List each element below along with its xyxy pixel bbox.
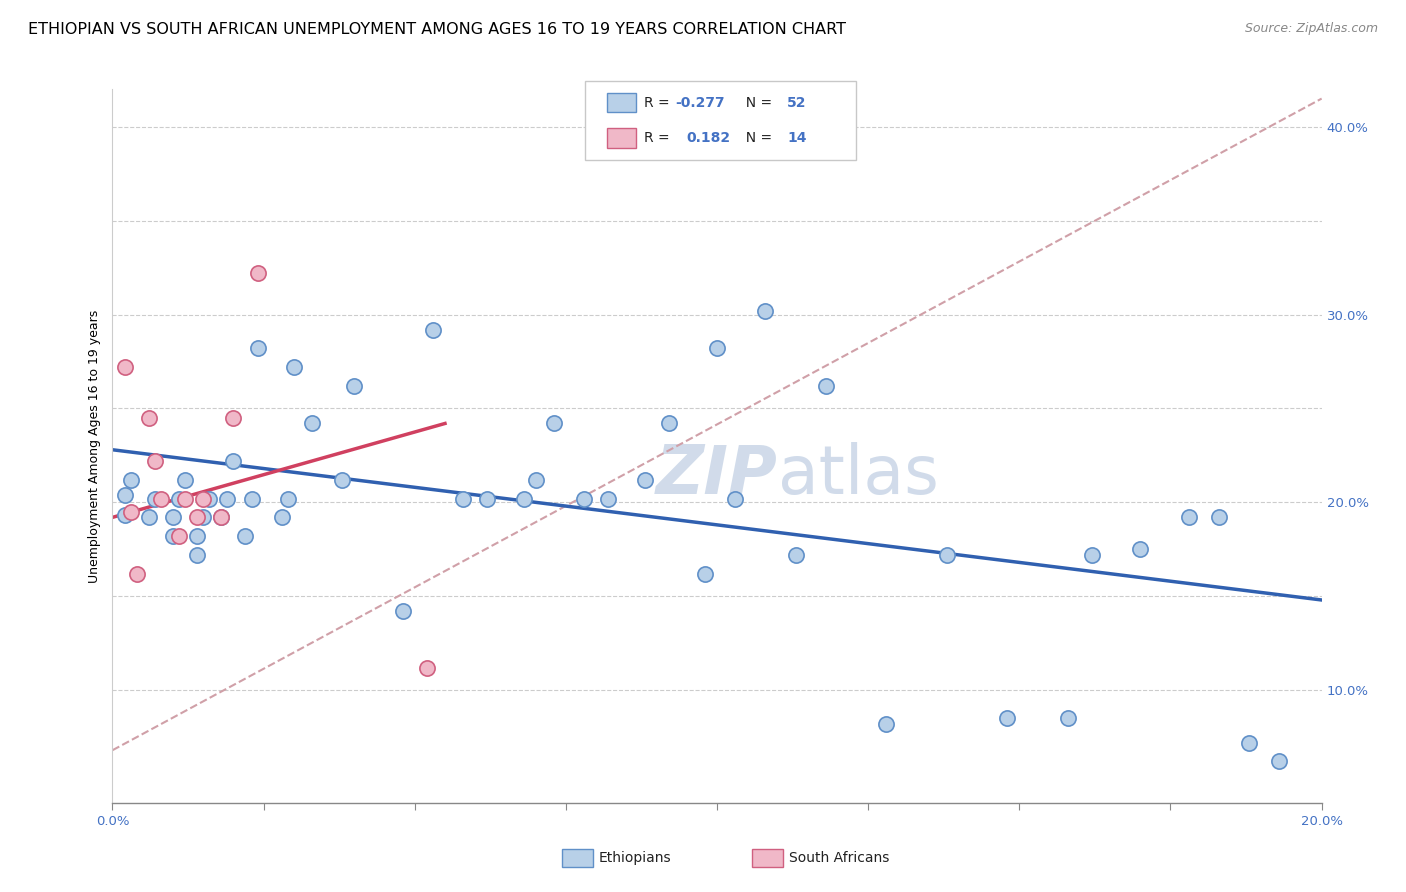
Point bbox=[120, 473, 142, 487]
Point bbox=[416, 660, 439, 674]
Point bbox=[167, 491, 190, 506]
Point bbox=[186, 548, 208, 562]
Point bbox=[138, 510, 160, 524]
Point bbox=[198, 491, 221, 506]
Point bbox=[114, 488, 136, 502]
Point bbox=[114, 508, 136, 523]
Point bbox=[209, 510, 232, 524]
Text: ZIP: ZIP bbox=[655, 442, 778, 508]
Point bbox=[120, 505, 142, 519]
Point bbox=[222, 410, 245, 425]
Text: Source: ZipAtlas.com: Source: ZipAtlas.com bbox=[1244, 22, 1378, 36]
Text: ETHIOPIAN VS SOUTH AFRICAN UNEMPLOYMENT AMONG AGES 16 TO 19 YEARS CORRELATION CH: ETHIOPIAN VS SOUTH AFRICAN UNEMPLOYMENT … bbox=[28, 22, 846, 37]
Point bbox=[1208, 510, 1230, 524]
Text: R =: R = bbox=[644, 131, 673, 145]
Point bbox=[114, 360, 136, 375]
Point bbox=[174, 491, 197, 506]
Point bbox=[598, 491, 620, 506]
Point bbox=[277, 491, 299, 506]
Point bbox=[875, 717, 897, 731]
Point bbox=[246, 342, 269, 356]
Point bbox=[174, 473, 197, 487]
Point bbox=[658, 417, 681, 431]
Point bbox=[572, 491, 595, 506]
Point bbox=[343, 379, 366, 393]
Text: atlas: atlas bbox=[778, 442, 938, 508]
Text: Ethiopians: Ethiopians bbox=[599, 851, 672, 865]
Point bbox=[235, 529, 257, 543]
Text: 14: 14 bbox=[787, 131, 807, 145]
Point bbox=[138, 410, 160, 425]
Point bbox=[391, 604, 413, 618]
Point bbox=[222, 454, 245, 468]
Point bbox=[162, 529, 184, 543]
Point bbox=[217, 491, 239, 506]
Point bbox=[422, 322, 444, 336]
Point bbox=[240, 491, 263, 506]
Point bbox=[143, 491, 166, 506]
Point bbox=[524, 473, 547, 487]
Point bbox=[693, 566, 716, 581]
Point bbox=[1237, 736, 1260, 750]
Text: 52: 52 bbox=[787, 95, 807, 110]
Point bbox=[995, 711, 1018, 725]
Point bbox=[283, 360, 305, 375]
Point bbox=[191, 491, 214, 506]
Point bbox=[330, 473, 353, 487]
Point bbox=[125, 566, 148, 581]
Point bbox=[186, 510, 208, 524]
Point bbox=[814, 379, 837, 393]
Point bbox=[633, 473, 655, 487]
Point bbox=[246, 266, 269, 280]
Text: 0.182: 0.182 bbox=[686, 131, 730, 145]
Point bbox=[209, 510, 232, 524]
Point bbox=[186, 529, 208, 543]
Point bbox=[1268, 755, 1291, 769]
Point bbox=[167, 529, 190, 543]
Text: -0.277: -0.277 bbox=[675, 95, 724, 110]
Point bbox=[143, 454, 166, 468]
Point bbox=[301, 417, 323, 431]
Point bbox=[477, 491, 499, 506]
Y-axis label: Unemployment Among Ages 16 to 19 years: Unemployment Among Ages 16 to 19 years bbox=[89, 310, 101, 582]
Point bbox=[1177, 510, 1199, 524]
Point bbox=[724, 491, 747, 506]
Point bbox=[785, 548, 807, 562]
Point bbox=[543, 417, 565, 431]
Point bbox=[1129, 542, 1152, 557]
Point bbox=[451, 491, 474, 506]
Point bbox=[512, 491, 534, 506]
Point bbox=[149, 491, 172, 506]
Point bbox=[935, 548, 957, 562]
Point bbox=[1056, 711, 1078, 725]
Text: N =: N = bbox=[737, 95, 776, 110]
Point bbox=[162, 510, 184, 524]
Point bbox=[270, 510, 292, 524]
Text: South Africans: South Africans bbox=[789, 851, 889, 865]
Point bbox=[706, 342, 728, 356]
Text: R =: R = bbox=[644, 95, 673, 110]
Text: N =: N = bbox=[737, 131, 776, 145]
Point bbox=[754, 303, 776, 318]
Point bbox=[1081, 548, 1104, 562]
Point bbox=[191, 510, 214, 524]
